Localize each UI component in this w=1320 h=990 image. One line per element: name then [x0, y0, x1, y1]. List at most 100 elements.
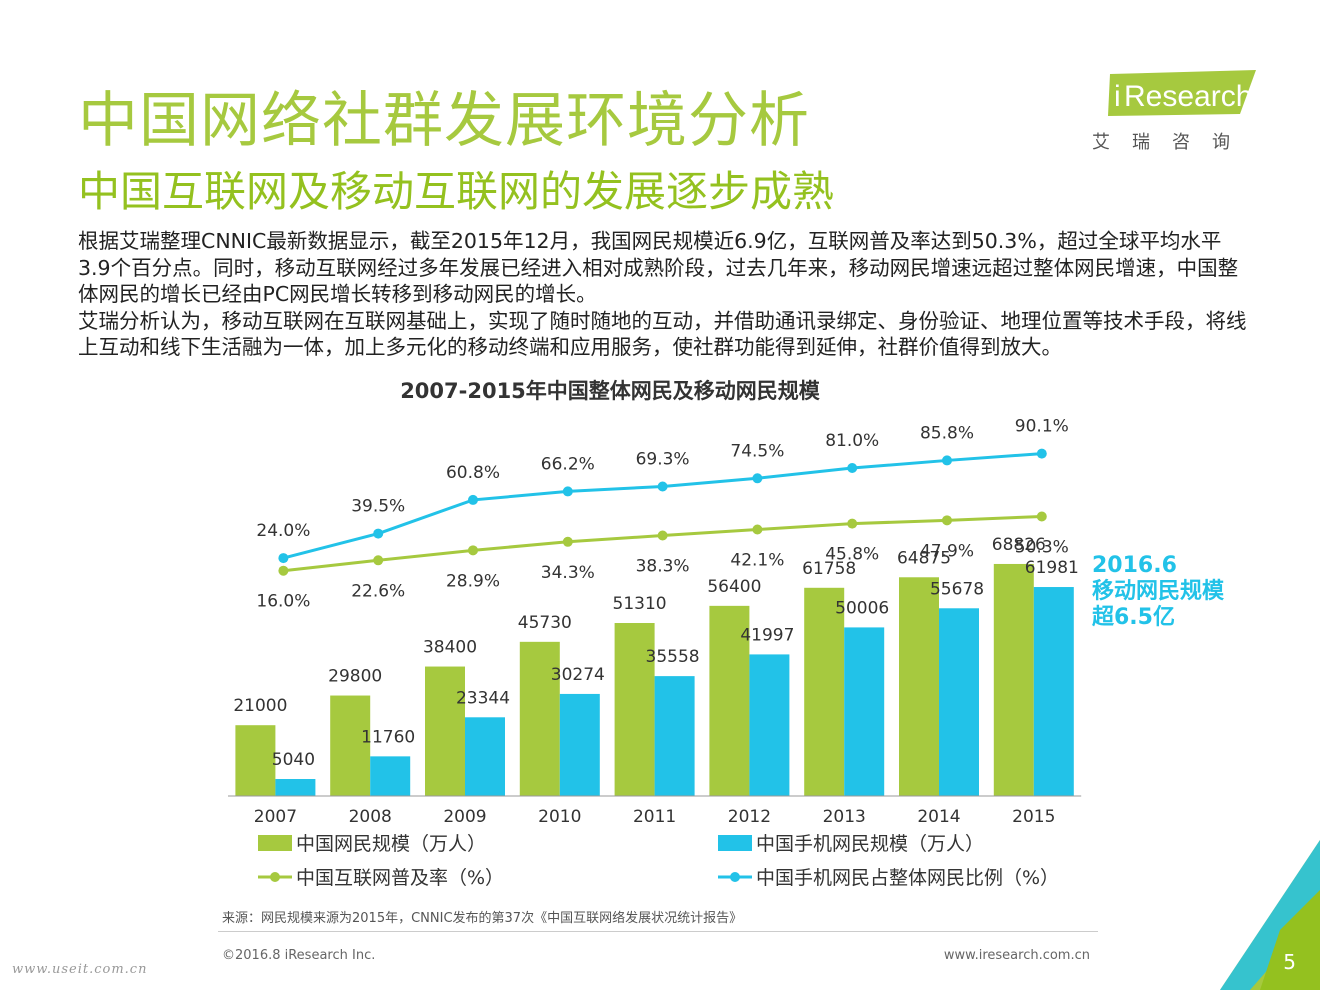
penetration-point-2014	[942, 515, 952, 526]
penetration-label-2012: 42.1%	[730, 550, 784, 570]
page-title: 中国网络社群发展环境分析	[78, 86, 810, 156]
website-link[interactable]: www.iresearch.com.cn	[943, 948, 1090, 963]
intro-paragraph-1: 根据艾瑞整理CNNIC最新数据显示，截至2015年12月，我国网民规模近6.9亿…	[78, 229, 1239, 306]
penetration-point-2007	[278, 565, 289, 576]
penetration-label-2008: 22.6%	[351, 581, 405, 601]
penetration-point-2009	[468, 545, 478, 556]
logo-chinese: 艾瑞咨询	[1092, 132, 1252, 153]
label-mobile-2010: 30274	[551, 665, 605, 685]
bar-mobile-2008	[370, 756, 411, 796]
mobile-ratio-point-2008	[373, 528, 384, 539]
bar-mobile-2009	[465, 717, 505, 796]
penetration-point-2015	[1036, 511, 1047, 522]
label-total-2012: 56400	[707, 577, 761, 597]
mobile-ratio-point-2014	[942, 455, 952, 466]
bar-mobile-2011	[654, 676, 695, 796]
bar-mobile-2015	[1033, 587, 1074, 796]
legend-swatch-1	[718, 835, 752, 851]
intro-paragraph-2: 艾瑞分析认为，移动互联网在互联网基础上，实现了随时随地的互动，并借助通讯录绑定、…	[78, 308, 1247, 360]
logo-brand-i: i	[1114, 80, 1121, 113]
penetration-point-2010	[562, 536, 573, 547]
label-total-2015: 68826	[992, 535, 1046, 555]
legend-marker-3	[730, 872, 740, 882]
footer-divider	[218, 931, 1098, 932]
annotation-value: 超6.5亿	[1092, 605, 1175, 630]
legend-swatch-0	[258, 835, 292, 851]
penetration-point-2011	[657, 530, 668, 541]
bar-mobile-2014	[939, 608, 979, 796]
bar-total-2009	[425, 666, 465, 796]
penetration-point-2012	[752, 524, 763, 535]
x-tick-2011: 2011	[633, 807, 676, 827]
mobile-ratio-label-2015: 90.1%	[1015, 417, 1069, 437]
intro-text: 根据艾瑞整理CNNIC最新数据显示，截至2015年12月，我国网民规模近6.9亿…	[78, 228, 1253, 361]
label-mobile-2012: 41997	[740, 625, 794, 645]
label-total-2009: 38400	[423, 638, 477, 658]
mobile-ratio-point-2010	[562, 486, 573, 497]
bar-total-2015	[993, 563, 1034, 796]
penetration-label-2015: 50.3%	[1015, 538, 1069, 558]
label-mobile-2008: 11760	[361, 727, 415, 747]
mobile-ratio-point-2007	[278, 553, 289, 564]
legend-label-1: 中国手机网民规模（万人）	[756, 833, 984, 855]
corner-decoration	[1220, 840, 1320, 990]
mobile-annotation: 2016.6 移动网民规模 超6.5亿	[1092, 553, 1224, 631]
mobile-ratio-label-2010: 66.2%	[541, 454, 595, 474]
bar-mobile-2010	[559, 693, 600, 796]
bar-mobile-2013	[844, 627, 885, 796]
mobile-ratio-label-2009: 60.8%	[446, 463, 500, 483]
penetration-label-2011: 38.3%	[636, 556, 690, 576]
mobile-ratio-label-2008: 39.5%	[351, 497, 405, 517]
mobile-ratio-label-2011: 69.3%	[636, 450, 690, 470]
bar-total-2012	[709, 605, 750, 796]
penetration-label-2013: 45.8%	[825, 545, 879, 565]
logo-brand-text: Research	[1124, 80, 1252, 113]
label-mobile-2013: 50006	[835, 598, 889, 618]
mobile-ratio-point-2011	[657, 481, 668, 492]
mobile-ratio-point-2013	[847, 463, 858, 474]
bar-total-2013	[804, 587, 845, 796]
label-total-2008: 29800	[328, 667, 382, 687]
annotation-label: 移动网民规模	[1092, 579, 1225, 604]
mobile-ratio-label-2014: 85.8%	[920, 423, 974, 443]
label-total-2007: 21000	[233, 696, 287, 716]
page-subtitle: 中国互联网及移动互联网的发展逐步成熟	[78, 167, 835, 216]
x-tick-2007: 2007	[254, 807, 297, 827]
penetration-label-2009: 28.9%	[446, 571, 500, 591]
mobile-ratio-point-2015	[1036, 448, 1047, 459]
label-total-2014: 64875	[897, 548, 951, 568]
x-tick-2013: 2013	[823, 807, 866, 827]
legend-label-2: 中国互联网普及率（%）	[296, 867, 504, 889]
mobile-ratio-label-2013: 81.0%	[825, 431, 879, 451]
label-total-2013: 61758	[802, 559, 856, 579]
bar-mobile-2007	[275, 779, 316, 796]
annotation-date: 2016.6	[1092, 553, 1177, 578]
bar-total-2014	[899, 577, 939, 796]
copyright: ©2016.8 iResearch Inc.	[222, 948, 376, 963]
label-total-2011: 51310	[613, 594, 667, 614]
penetration-label-2007: 16.0%	[256, 592, 310, 612]
label-mobile-2011: 35558	[646, 647, 700, 667]
iresearch-logo: i Research	[1108, 70, 1256, 116]
mobile-ratio-point-2012	[752, 473, 763, 484]
bar-total-2010	[519, 641, 560, 796]
mobile-ratio-label-2012: 74.5%	[730, 441, 784, 461]
bar-total-2007	[235, 725, 276, 796]
x-tick-2008: 2008	[349, 807, 392, 827]
mobile-ratio-label-2007: 24.0%	[256, 521, 310, 541]
x-tick-2015: 2015	[1012, 807, 1055, 827]
penetration-label-2014: 47.9%	[920, 541, 974, 561]
x-tick-2010: 2010	[538, 807, 581, 827]
penetration-label-2010: 34.3%	[541, 563, 595, 583]
page-number: 5	[1283, 950, 1296, 974]
mobile-ratio-point-2009	[468, 494, 478, 505]
penetration-point-2008	[373, 555, 384, 566]
label-total-2010: 45730	[518, 613, 572, 633]
x-tick-2014: 2014	[917, 807, 960, 827]
bar-total-2008	[330, 695, 371, 796]
label-mobile-2015: 61981	[1025, 558, 1079, 578]
label-mobile-2014: 55678	[930, 579, 984, 599]
bar-total-2011	[614, 623, 655, 796]
watermark: www.useit.com.cn	[12, 962, 148, 977]
